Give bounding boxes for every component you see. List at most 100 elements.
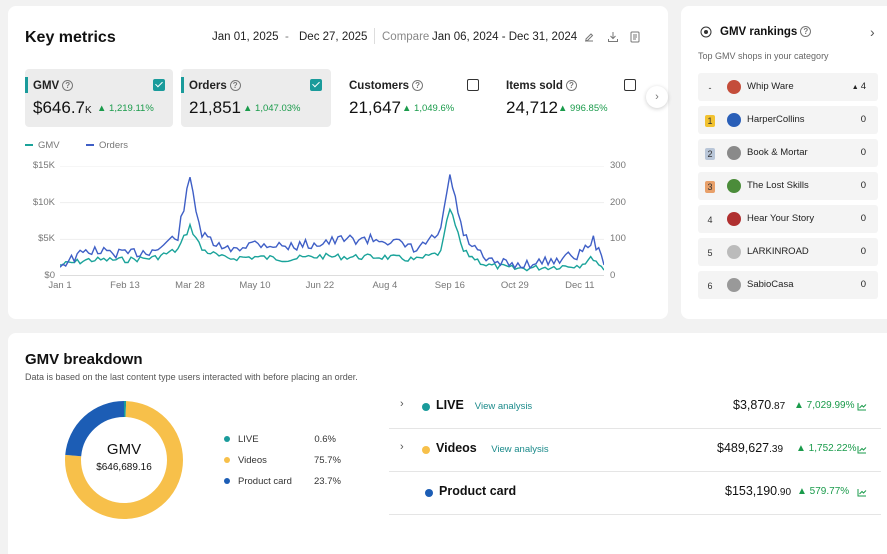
metric-label: GMV bbox=[33, 80, 60, 92]
channel-name: Product card bbox=[439, 484, 517, 498]
metric-card-customers[interactable]: Customers? 21,647 ▲ 1,049.6% bbox=[341, 69, 491, 127]
metric-label: Customers bbox=[349, 80, 410, 92]
ranking-row[interactable]: 2 Book & Mortar 0 bbox=[698, 139, 878, 167]
ranking-row[interactable]: 4 Hear Your Story 0 bbox=[698, 205, 878, 233]
rank-value: ▲ 4 bbox=[852, 81, 866, 92]
line-chart[interactable] bbox=[60, 166, 604, 276]
y-tick-label: $5K bbox=[38, 233, 55, 245]
x-tick-label: Oct 29 bbox=[500, 280, 529, 291]
metric-currency: $ bbox=[33, 98, 43, 117]
rank-value-text: 0 bbox=[860, 279, 866, 290]
series-line-orders bbox=[60, 174, 604, 270]
channel-amount: $489,627.39 bbox=[717, 441, 783, 455]
x-tick-label: Feb 13 bbox=[110, 280, 140, 291]
currency: $ bbox=[717, 441, 724, 455]
ranking-row[interactable]: 1 HarperCollins 0 bbox=[698, 106, 878, 134]
trend-icon[interactable] bbox=[857, 402, 867, 411]
metric-checkbox[interactable] bbox=[153, 79, 165, 91]
rank-badge: 1 bbox=[705, 115, 715, 127]
legend-orders: Orders bbox=[86, 140, 128, 151]
view-analysis-link[interactable]: View analysis bbox=[491, 444, 549, 455]
channel-amount: $3,870.87 bbox=[733, 398, 785, 412]
shop-logo bbox=[727, 80, 741, 94]
rank-badge: 6 bbox=[707, 281, 713, 291]
cents: .87 bbox=[771, 401, 786, 412]
compare-range[interactable]: Jan 06, 2024 - Dec 31, 2024 bbox=[432, 31, 578, 43]
ranking-row[interactable]: 6 SabioCasa 0 bbox=[698, 271, 878, 299]
metric-card-items-sold[interactable]: Items sold? 24,712 ▲ 996.85% bbox=[498, 69, 643, 127]
metric-checkbox[interactable] bbox=[310, 79, 322, 91]
metric-label: Orders bbox=[189, 80, 227, 92]
series-line-gmv bbox=[60, 207, 604, 272]
date-start[interactable]: Jan 01, 2025 bbox=[212, 31, 279, 43]
rank-value-text: 4 bbox=[860, 81, 866, 92]
metric-change: ▲ 1,047.03% bbox=[243, 103, 301, 114]
y-tick-label: 200 bbox=[610, 196, 626, 208]
key-metrics-card: Key metrics Jan 01, 2025 - Dec 27, 2025 … bbox=[8, 6, 668, 319]
rank-value: 0 bbox=[861, 279, 866, 290]
donut-segment-product-card[interactable] bbox=[65, 401, 183, 519]
shop-name: SabioCasa bbox=[747, 279, 794, 290]
y-tick-label: $0 bbox=[44, 270, 55, 281]
channel-change: ▲ 1,752.22% bbox=[796, 443, 857, 454]
edit-icon[interactable] bbox=[583, 31, 595, 43]
help-icon[interactable]: ? bbox=[412, 80, 424, 92]
rank-value: 0 bbox=[861, 114, 866, 125]
rank-value-text: 0 bbox=[860, 147, 866, 158]
row-divider bbox=[389, 514, 881, 515]
metric-card-orders[interactable]: Orders? 21,851 ▲ 1,047.03% bbox=[181, 69, 331, 127]
rank-badge: 3 bbox=[705, 181, 715, 193]
help-icon[interactable]: ? bbox=[62, 80, 74, 92]
date-end[interactable]: Dec 27, 2025 bbox=[299, 31, 368, 43]
chevron-right-icon[interactable]: › bbox=[646, 86, 668, 108]
y-tick-label: 0 bbox=[610, 270, 616, 281]
legend-item: Product card bbox=[224, 476, 292, 487]
donut-chart[interactable] bbox=[63, 399, 185, 521]
metric-change: ▲ 996.85% bbox=[558, 103, 608, 114]
legend-label: LIVE bbox=[238, 434, 259, 445]
legend-percent: 75.7% bbox=[314, 455, 341, 466]
rank-value: 0 bbox=[861, 147, 866, 158]
channel-amount: $153,190.90 bbox=[725, 484, 791, 498]
donut-segment-videos[interactable] bbox=[65, 401, 183, 519]
y-tick-label: $15K bbox=[32, 160, 55, 171]
series-dot bbox=[422, 403, 430, 411]
metric-card-gmv[interactable]: GMV? $646.7K ▲ 1,219.11% bbox=[25, 69, 173, 127]
breakdown-title: GMV breakdown bbox=[25, 351, 143, 368]
chevron-right-icon[interactable]: › bbox=[400, 398, 404, 410]
rank-value: 0 bbox=[861, 246, 866, 257]
metric-value: 21,647 bbox=[349, 98, 401, 117]
rank-badge: 2 bbox=[705, 148, 715, 160]
chevron-right-icon[interactable]: › bbox=[870, 24, 875, 40]
chevron-right-icon[interactable]: › bbox=[400, 441, 404, 453]
help-icon[interactable]: ? bbox=[800, 26, 812, 38]
trend-icon[interactable] bbox=[857, 445, 867, 454]
metric-checkbox[interactable] bbox=[624, 79, 636, 91]
shop-logo bbox=[727, 146, 741, 160]
download-icon[interactable] bbox=[607, 31, 619, 43]
amount: 3,870 bbox=[739, 398, 772, 412]
y-tick-label: 100 bbox=[610, 233, 626, 245]
date-divider bbox=[374, 28, 375, 44]
report-icon[interactable] bbox=[629, 31, 641, 43]
rank-value-text: 0 bbox=[860, 246, 866, 257]
help-icon[interactable]: ? bbox=[229, 80, 241, 92]
rank-badge: - bbox=[708, 83, 712, 93]
ranking-row[interactable]: 5 LARKINROAD 0 bbox=[698, 238, 878, 266]
ranking-row[interactable]: 3 The Lost Skills 0 bbox=[698, 172, 878, 200]
legend-percent: 23.7% bbox=[314, 476, 341, 487]
ranking-row[interactable]: - Whip Ware ▲ 4 bbox=[698, 73, 878, 101]
cents: .39 bbox=[769, 444, 784, 455]
metric-unit: K bbox=[85, 105, 92, 116]
amount: 153,190 bbox=[731, 484, 778, 498]
date-separator: - bbox=[285, 31, 289, 43]
rank-value: 0 bbox=[861, 213, 866, 224]
help-icon[interactable]: ? bbox=[565, 80, 577, 92]
series-dot bbox=[422, 446, 430, 454]
view-analysis-link[interactable]: View analysis bbox=[474, 401, 533, 412]
compare-label: Compare bbox=[382, 31, 430, 43]
donut-label: GMV bbox=[106, 441, 142, 458]
trend-icon[interactable] bbox=[857, 488, 867, 497]
metric-change: ▲ 1,049.6% bbox=[402, 103, 455, 114]
metric-checkbox[interactable] bbox=[467, 79, 479, 91]
